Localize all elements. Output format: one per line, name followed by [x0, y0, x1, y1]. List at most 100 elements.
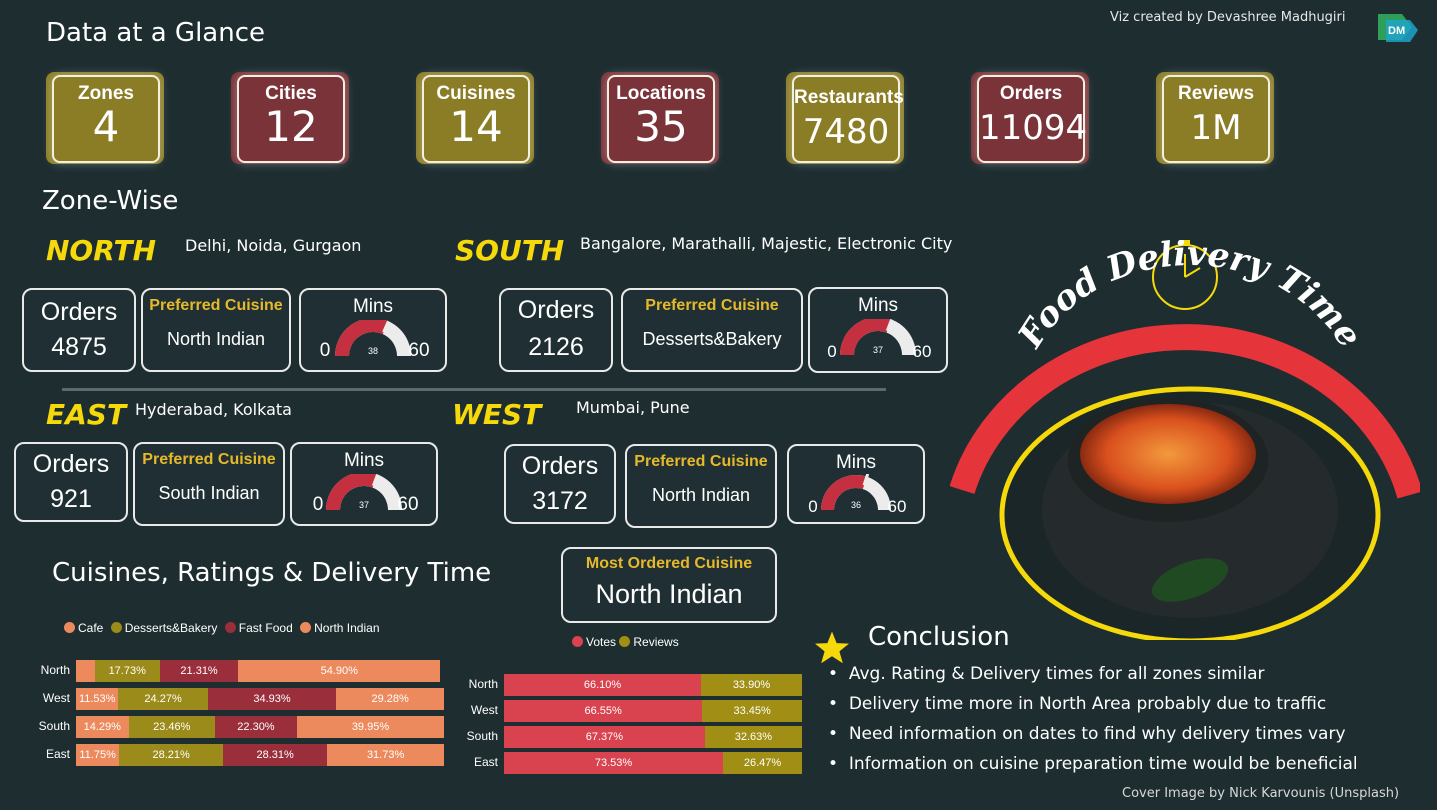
conclusion-text: Information on cuisine preparation time … — [848, 754, 1358, 774]
conclusion-item: • Information on cuisine preparation tim… — [828, 754, 1358, 774]
leaf-garnish — [1151, 558, 1229, 602]
legend-swatch — [64, 622, 75, 633]
west-orders-card: Orders 3172 — [504, 444, 616, 524]
soup — [1080, 404, 1256, 504]
conclusion-title: Conclusion — [868, 622, 1010, 652]
gauge-value: 36 — [851, 500, 861, 510]
east-cuisine-card: Preferred Cuisine South Indian — [133, 442, 285, 526]
kpi-label: Locations — [616, 83, 706, 104]
bar-segment: 14.29% — [76, 716, 129, 738]
dm-logo-icon: DM — [1378, 14, 1418, 42]
gauge-fill — [840, 319, 892, 355]
cuisines-section-title: Cuisines, Ratings & Delivery Time — [52, 558, 492, 588]
orders-label: Orders — [521, 452, 599, 480]
kpi-label: Cities — [265, 83, 317, 104]
legend-votes: Votes — [572, 635, 616, 649]
bar-segment: 28.31% — [223, 744, 328, 766]
bar-segment: 54.90% — [238, 660, 441, 682]
preferred-cuisine-label: Preferred Cuisine — [149, 297, 283, 314]
zone-north-cities: Delhi, Noida, Gurgaon — [185, 236, 362, 255]
category-label: North — [40, 663, 70, 677]
gauge-needle — [371, 474, 380, 487]
conclusion-item: • Delivery time more in North Area proba… — [828, 694, 1327, 714]
legend-desserts: Desserts&Bakery — [110, 621, 217, 635]
kpi-locations: Locations 35 — [601, 72, 719, 164]
bar-segment: 11.75% — [76, 744, 120, 766]
bar-segment: 33.45% — [702, 700, 802, 722]
preferred-cuisine-value: South Indian — [158, 483, 260, 503]
kpi-zones: Zones 4 — [46, 72, 164, 164]
east-orders-card: Orders 921 — [14, 442, 128, 522]
west-mins-card: Mins 36 0 60 — [787, 444, 925, 524]
conclusion-item: • Avg. Rating & Delivery times for all z… — [828, 664, 1265, 684]
orders-label: Orders — [32, 450, 110, 478]
bar-segment: 23.46% — [128, 716, 215, 738]
category-label: South — [466, 729, 498, 743]
legend-label: Reviews — [633, 635, 679, 649]
conclusion-text: Avg. Rating & Delivery times for all zon… — [848, 664, 1265, 684]
orders-value: 3172 — [532, 487, 588, 515]
mins-label: Mins — [835, 452, 877, 473]
gauge-needle — [885, 319, 894, 332]
mins-label: Mins — [857, 295, 899, 316]
red-arc — [950, 324, 1420, 499]
gauge-needle — [862, 474, 870, 486]
legend-cafe: Cafe — [64, 621, 103, 635]
north-orders-card: Orders 4875 — [22, 288, 136, 372]
legend-swatch — [572, 636, 583, 647]
gauge-min: 0 — [320, 340, 331, 361]
kpi-value: 7480 — [802, 112, 890, 152]
stopwatch-icon — [1152, 240, 1218, 310]
gauge-value: 38 — [368, 346, 378, 356]
bar-segment: 66.10% — [504, 674, 701, 696]
zone-south-cities: Bangalore, Marathalli, Majestic, Electro… — [580, 234, 953, 253]
most-ordered-card: Most Ordered Cuisine North Indian — [561, 547, 777, 623]
gauge-value: 37 — [359, 500, 369, 510]
kpi-label: Zones — [78, 83, 134, 104]
bar-segment: 73.53% — [504, 752, 724, 774]
bar-segment: 32.63% — [704, 726, 802, 748]
bar-segment — [76, 660, 95, 682]
legend-swatch — [619, 636, 631, 647]
delivery-gauge: 37 0 60 — [827, 319, 932, 361]
delivery-gauge: 36 0 60 — [808, 474, 907, 516]
legend-label: Votes — [586, 635, 617, 649]
kpi-cuisines: Cuisines 14 — [416, 72, 534, 164]
conclusion-list: • Avg. Rating & Delivery times for all z… — [828, 664, 1428, 784]
bar-segment: 33.90% — [700, 674, 802, 696]
zone-divider — [62, 388, 886, 391]
logo-text: DM — [1388, 25, 1405, 37]
bar-segment: 34.93% — [207, 688, 337, 710]
zone-west-cities: Mumbai, Pune — [576, 398, 690, 417]
bar-segment: 67.37% — [504, 726, 705, 748]
south-orders-card: Orders 2126 — [499, 288, 613, 372]
legend-label: Cafe — [78, 621, 104, 635]
preferred-cuisine-value: North Indian — [651, 485, 751, 505]
kpi-label: Orders — [999, 83, 1063, 104]
conclusion-item: • Need information on dates to find why … — [828, 724, 1346, 744]
bar-segment: 39.95% — [296, 716, 444, 738]
gauge-needle — [382, 320, 390, 333]
kpi-value: 1M — [1190, 108, 1242, 148]
orders-label: Orders — [517, 296, 595, 324]
bar-segment: 31.73% — [327, 744, 444, 766]
kpi-value: 12 — [264, 102, 318, 151]
bar-segment: 24.27% — [118, 688, 208, 710]
delivery-gauge: 37 0 60 — [313, 474, 419, 515]
gauge-min: 0 — [827, 342, 836, 361]
bar-segment: 28.21% — [119, 744, 224, 766]
most-ordered-label: Most Ordered Cuisine — [585, 555, 753, 572]
legend-label: Fast Food — [238, 621, 293, 635]
author-credit: Viz created by Devashree Madhugiri — [1110, 10, 1346, 25]
conclusion-text: Need information on dates to find why de… — [848, 724, 1346, 744]
north-mins-card: Mins 38 0 60 — [299, 288, 447, 372]
gauge-max: 60 — [888, 497, 907, 516]
category-label: West — [470, 703, 498, 717]
orders-value: 2126 — [528, 333, 584, 361]
west-cuisine-card: Preferred Cuisine North Indian — [625, 444, 777, 528]
category-label: North — [468, 677, 498, 691]
orders-value: 921 — [50, 485, 92, 513]
gauge-max: 60 — [913, 342, 932, 361]
food-delivery-hero: Food Delivery Time — [950, 240, 1420, 640]
kpi-cities: Cities 12 — [231, 72, 349, 164]
